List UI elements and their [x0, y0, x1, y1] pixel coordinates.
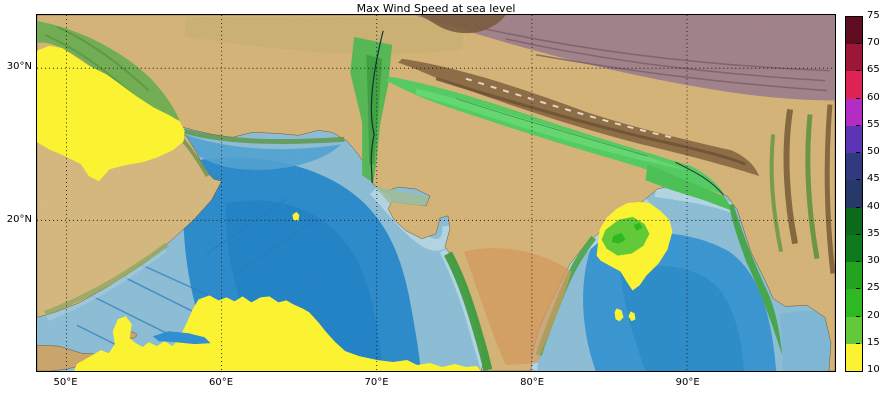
colorbar-segment [846, 44, 862, 72]
colorbar-segment [846, 17, 862, 45]
wind-region-arabian-sea-dot [292, 211, 300, 221]
colorbar-tick-label: 65 [867, 64, 880, 76]
colorbar-tick-mark [856, 43, 860, 45]
terrain-texture [37, 15, 835, 371]
colorbar-tick-label: 75 [867, 10, 880, 21]
wind-region-bengal-dot-1 [614, 308, 624, 322]
wind-region-cutout [152, 331, 211, 345]
colorbar-tick-mark [856, 124, 860, 126]
colorbar-tick-label: 20 [867, 309, 880, 321]
x-tick-label: 60°E [209, 377, 234, 388]
colorbar-tick-label: 45 [867, 173, 880, 185]
colorbar-tick-mark [856, 97, 860, 99]
colorbar-tick-label: 60 [867, 91, 880, 103]
wind-region-odisha-core-speck-1 [611, 232, 626, 244]
chart-title: Max Wind Speed at sea level [356, 2, 516, 15]
colorbar-tick-mark [856, 288, 860, 290]
wind-region-persian-gulf-saudi-patch [37, 45, 185, 182]
colorbar-tick-mark [856, 179, 860, 181]
colorbar-tick-mark [856, 261, 860, 263]
colorbar-tick-mark [856, 315, 860, 317]
x-tick-label: 90°E [675, 377, 700, 388]
colorbar-tick-label: 35 [867, 227, 880, 239]
wind-region-odisha-core-speck-2 [633, 222, 643, 231]
colorbar-segment [846, 262, 862, 290]
colorbar-segment [846, 207, 862, 235]
colorbar-tick-label: 40 [867, 200, 880, 212]
y-tick-label: 30°N [6, 60, 32, 72]
colorbar-tick-label: 50 [867, 146, 880, 158]
map-frame [36, 14, 836, 372]
colorbar-tick-label: 55 [867, 118, 880, 130]
x-tick-label: 80°E [520, 377, 545, 388]
wind-region-south-arabian-sea-patch [73, 295, 481, 371]
colorbar-tick-label: 15 [867, 336, 880, 348]
colorbar [845, 16, 863, 372]
colorbar-segment [846, 71, 862, 99]
wind-overlay-layer [37, 45, 673, 371]
colorbar-tick-mark [856, 233, 860, 235]
colorbar-segment [846, 153, 862, 181]
colorbar-segment [846, 343, 862, 372]
gridlines-layer [37, 15, 835, 371]
colorbar-tick-mark [856, 152, 860, 154]
colorbar-tick-label: 30 [867, 255, 880, 267]
wind-region-bengal-dot-2 [628, 311, 636, 322]
colorbar-tick-mark [856, 70, 860, 72]
map-canvas [37, 15, 835, 371]
colorbar-tick-label: 25 [867, 282, 880, 294]
y-tick-label: 20°N [6, 213, 32, 225]
x-tick-label: 50°E [53, 377, 78, 388]
colorbar-segment [846, 289, 862, 317]
x-tick-label: 70°E [364, 377, 389, 388]
colorbar-segment [846, 98, 862, 126]
colorbar-tick-label: 10 [867, 364, 880, 375]
colorbar-segment [846, 180, 862, 208]
colorbar-segment [846, 234, 862, 263]
colorbar-tick-mark [856, 342, 860, 344]
colorbar-segment [846, 316, 862, 344]
colorbar-segment [846, 125, 862, 154]
colorbar-tick-mark [856, 206, 860, 208]
colorbar-tick-label: 70 [867, 37, 880, 49]
